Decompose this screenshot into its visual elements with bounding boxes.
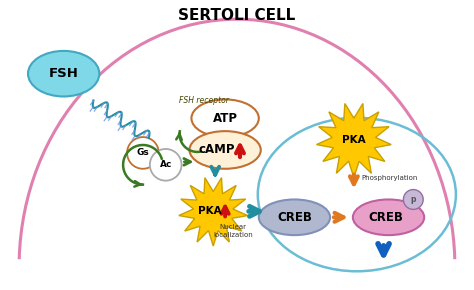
Circle shape (403, 190, 423, 209)
Text: Ac: Ac (160, 160, 172, 169)
Text: ATP: ATP (213, 112, 237, 125)
Text: CREB: CREB (277, 211, 312, 224)
Ellipse shape (28, 51, 100, 97)
Text: FSH: FSH (49, 67, 79, 80)
Ellipse shape (259, 200, 330, 235)
Text: SERTOLI CELL: SERTOLI CELL (178, 8, 296, 23)
Ellipse shape (190, 131, 261, 169)
Polygon shape (179, 178, 247, 246)
Text: FSH receptor: FSH receptor (179, 96, 228, 105)
Text: PKA: PKA (342, 135, 365, 145)
Ellipse shape (191, 99, 259, 137)
Text: CREB: CREB (368, 211, 403, 224)
Circle shape (127, 137, 159, 169)
Text: PKA: PKA (199, 206, 222, 216)
Ellipse shape (353, 200, 424, 235)
Polygon shape (317, 104, 391, 178)
Text: cAMP: cAMP (199, 144, 236, 156)
Text: Gs: Gs (137, 148, 149, 157)
Text: p: p (410, 195, 416, 204)
Circle shape (150, 149, 182, 181)
Text: Nuclear
localization: Nuclear localization (213, 224, 253, 238)
Text: Phosphorylation: Phosphorylation (362, 175, 418, 181)
